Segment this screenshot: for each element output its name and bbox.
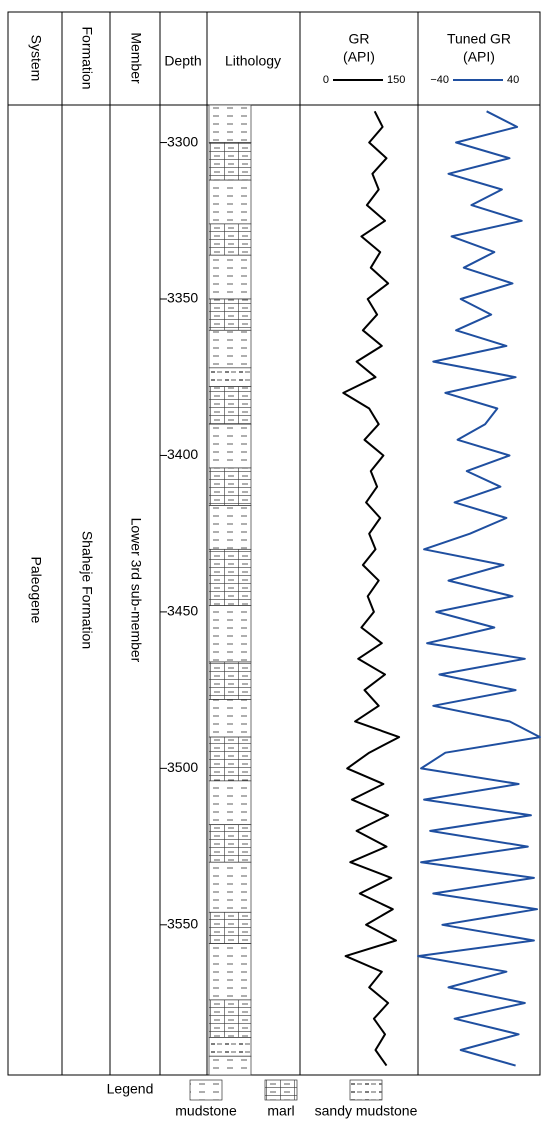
lithology-layer — [208, 861, 252, 913]
lithology-layer — [208, 1055, 252, 1076]
lithology-layer — [208, 467, 252, 506]
depth-tick-label: 3400 — [167, 446, 198, 462]
column-header: Depth — [164, 53, 201, 69]
column-header: Lithology — [225, 53, 281, 69]
legend-label: marl — [267, 1103, 294, 1119]
lithology-layer — [208, 1037, 252, 1057]
column-header: Member — [128, 32, 144, 84]
lithology-layer — [208, 605, 252, 663]
column-header: System — [28, 35, 44, 82]
depth-tick-label: 3450 — [167, 603, 198, 619]
lithology-layer — [208, 179, 252, 225]
log-curve — [342, 110, 401, 1067]
depth-tick-label: 3300 — [167, 133, 198, 149]
lithology-layer — [208, 736, 252, 782]
depth-tick-label: 3500 — [167, 759, 198, 775]
legend-title: Legend — [107, 1081, 154, 1097]
scale-label: 150 — [387, 74, 405, 86]
lithology-layer — [208, 386, 252, 425]
lithology-layer — [208, 999, 252, 1038]
lithology-layer — [208, 661, 252, 700]
legend-label: mudstone — [175, 1103, 237, 1119]
lithology-layer — [208, 223, 252, 256]
depth-tick-label: 3350 — [167, 290, 198, 306]
unit-label: Lower 3rd sub-member — [128, 518, 144, 663]
unit-label: Paleogene — [28, 557, 44, 624]
lithology-layer — [208, 911, 252, 944]
legend-label: sandy mudstone — [315, 1103, 418, 1119]
scale-label: 0 — [323, 74, 329, 86]
column-header: Formation — [79, 26, 95, 89]
legend-swatch — [349, 1079, 383, 1101]
scale-label: 40 — [507, 74, 519, 86]
lithology-layer — [208, 943, 252, 1001]
lithology-layer — [208, 367, 252, 387]
lithology-layer — [208, 142, 252, 181]
lithology-layer — [208, 824, 252, 863]
track-title: Tuned GR — [447, 31, 511, 47]
lithology-layer — [208, 505, 252, 550]
lithology-layer — [208, 699, 252, 738]
track-title: GR — [349, 31, 370, 47]
lithology-layer — [208, 298, 252, 331]
lithology-layer — [208, 254, 252, 300]
legend-swatch — [189, 1079, 223, 1101]
lithology-layer — [208, 329, 252, 369]
frame — [7, 11, 541, 1076]
track-unit: (API) — [343, 49, 375, 65]
depth-tick-label: 3550 — [167, 916, 198, 932]
lithology-layer — [208, 548, 252, 606]
log-curve — [417, 110, 541, 1067]
lithology-layer — [208, 104, 252, 143]
lithology-layer — [208, 780, 252, 826]
track-unit: (API) — [463, 49, 495, 65]
unit-label: Shaheje Formation — [79, 531, 95, 649]
lithology-layer — [208, 423, 252, 469]
scale-label: −40 — [430, 74, 449, 86]
legend-swatch — [264, 1079, 298, 1101]
